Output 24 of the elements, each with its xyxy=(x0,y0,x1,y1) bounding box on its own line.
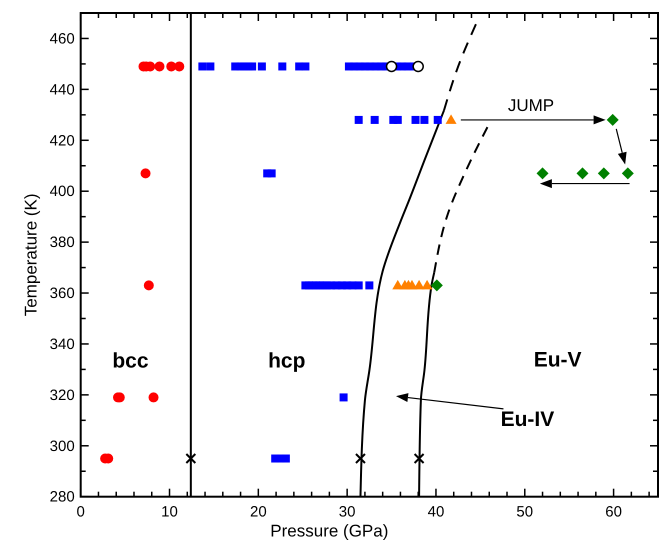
annotation: Eu-IV xyxy=(500,408,554,432)
y-tick-label: 460 xyxy=(50,30,75,48)
y-tick-label: 360 xyxy=(50,285,75,302)
y-axis-title: Temperature (K) xyxy=(22,193,41,316)
x-axis-title: Pressure (GPa) xyxy=(270,522,388,541)
x-tick-label: 50 xyxy=(516,504,534,521)
y-tick-label: 300 xyxy=(50,438,75,455)
y-tick-label: 420 xyxy=(50,132,75,150)
x-tick-label: 40 xyxy=(428,504,444,521)
x-tick-label: 20 xyxy=(250,504,267,521)
y-tick-label: 440 xyxy=(50,81,75,98)
y-tick-label: 280 xyxy=(50,488,75,506)
y-tick-label: 380 xyxy=(50,234,75,252)
x-tick-label: 30 xyxy=(338,504,356,521)
annotation: JUMP xyxy=(508,96,554,116)
x-tick-label: 0 xyxy=(76,504,85,521)
y-tick-label: 340 xyxy=(50,336,75,353)
annotation: Eu-V xyxy=(534,348,582,372)
annotation: bcc xyxy=(112,349,149,372)
annotation: hcp xyxy=(268,349,306,372)
x-tick-label: 60 xyxy=(605,504,622,521)
y-tick-label: 400 xyxy=(50,183,75,200)
y-tick-label: 320 xyxy=(50,386,75,404)
x-tick-label: 10 xyxy=(161,504,178,521)
